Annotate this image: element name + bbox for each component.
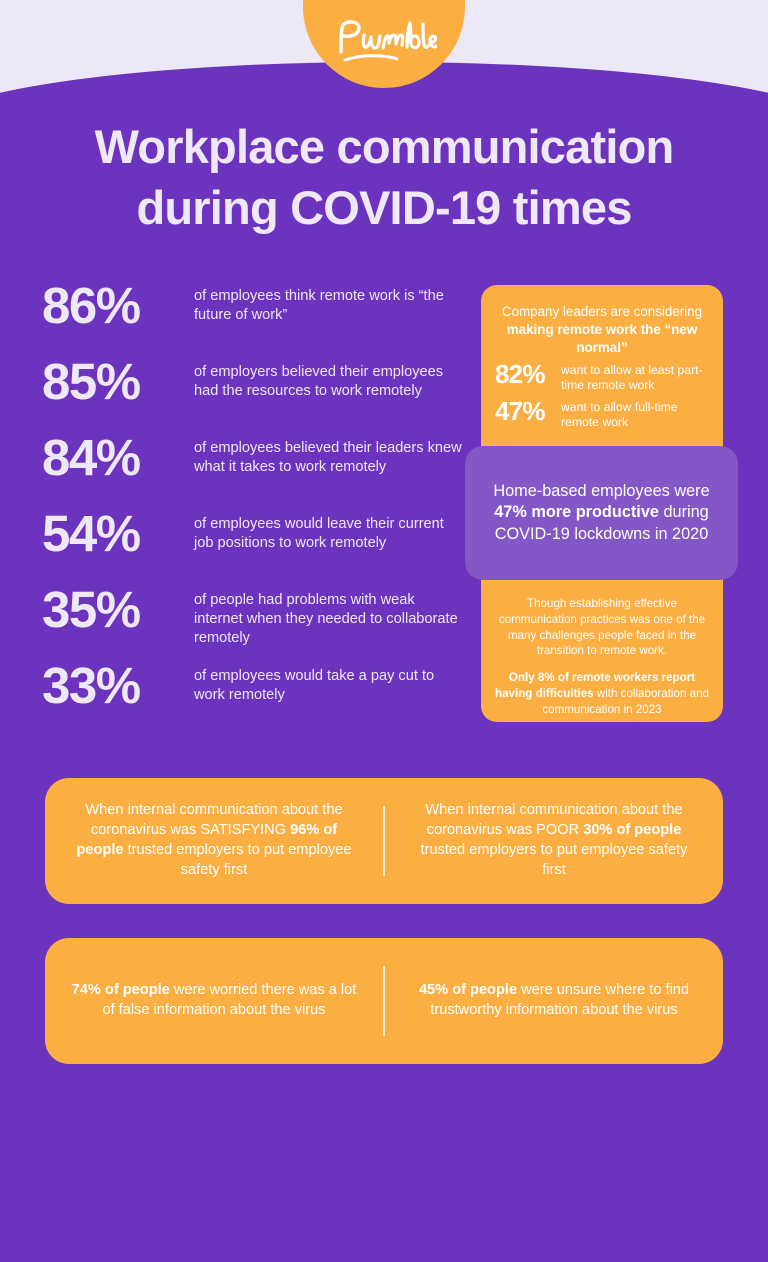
leader-stat-description: want to allow full-time remote work [561, 399, 678, 430]
info-right-bold: 45% of people [418, 982, 518, 999]
productivity-plain-1: Home-based employees were [493, 482, 710, 501]
stat-description: of employees would take a pay cut to wor… [194, 668, 435, 703]
stat-item: 54% of employees would leave their curre… [42, 505, 462, 585]
stat-item: 86% of employees think remote work is “t… [42, 277, 462, 357]
info-left-plain: were worried there was a lot of false in… [102, 982, 357, 1018]
false-information-column: 74% of people were worried there was a l… [45, 981, 383, 1021]
stat-description: of employees think remote work is “the f… [194, 288, 444, 323]
stat-percentage: 84% [42, 429, 141, 486]
trust-left-bold: 96% of people [76, 822, 338, 858]
leader-stats-list: 82% want to allow at least part-time rem… [481, 361, 723, 435]
leader-stat-item: 82% want to allow at least part-time rem… [495, 361, 709, 394]
stat-item: 35% of people had problems with weak int… [42, 581, 462, 661]
remote-work-challenges-note: Though establishing effective communicat… [481, 596, 723, 717]
productivity-plain-2: during COVID-19 lockdowns in 2020 [494, 503, 709, 543]
banner-divider [383, 806, 385, 876]
info-left-bold: 74% of people [71, 982, 170, 999]
productivity-text: Home-based employees were 47% more produ… [483, 481, 720, 545]
stat-percentage: 33% [42, 657, 141, 714]
trust-comparison-banner: When internal communication about the co… [45, 778, 723, 904]
trust-left-plain-1: When internal communication about the co… [85, 802, 343, 839]
stat-percentage: 54% [42, 505, 141, 562]
trust-left-plain-2: trusted employers to put employee safety… [123, 842, 352, 878]
stat-description: of employers believed their employees ha… [194, 364, 444, 399]
info-right-plain: were unsure where to find trustworthy in… [430, 982, 690, 1018]
stat-percentage: 86% [42, 277, 141, 334]
stat-item: 85% of employers believed their employee… [42, 353, 462, 433]
statistics-list: 86% of employees think remote work is “t… [42, 277, 462, 737]
note-paragraph-2: Only 8% of remote workers report having … [495, 670, 709, 717]
page-title: Workplace communication during COVID-19 … [0, 116, 768, 238]
leader-stat-percentage: 82% [495, 359, 545, 389]
pumble-logo-icon [339, 20, 437, 62]
note-bold-text: Only 8% of remote workers report having … [495, 671, 696, 700]
note-paragraph-1: Though establishing effective communicat… [498, 597, 706, 658]
stat-item: 84% of employees believed their leaders … [42, 429, 462, 509]
stat-item: 33% of employees would take a pay cut to… [42, 657, 462, 737]
stat-description: of people had problems with weak interne… [194, 592, 458, 646]
title-line-2: during COVID-19 times [136, 181, 632, 235]
heading-plain-text: Company leaders are considering [501, 304, 703, 319]
note-plain-text: with collaboration and communication in … [542, 686, 709, 716]
productivity-highlight-card: Home-based employees were 47% more produ… [465, 446, 738, 580]
leader-stat-percentage: 47% [495, 395, 545, 426]
productivity-bold: 47% more productive [494, 503, 659, 522]
trustworthy-information-column: 45% of people were unsure where to find … [385, 981, 723, 1021]
banner-divider [383, 966, 385, 1036]
trust-poor-column: When internal communication about the co… [385, 801, 723, 880]
heading-bold-text: making remote work the “new normal” [506, 321, 698, 355]
leader-stat-description: want to allow at least part-time remote … [561, 363, 703, 393]
stat-description: of employees believed their leaders knew… [194, 440, 462, 475]
stat-description: of employees would leave their current j… [194, 516, 444, 551]
title-line-1: Workplace communication [94, 120, 675, 173]
trust-right-plain-2: trusted employers to put employee safety… [420, 842, 688, 878]
misinformation-banner: 74% of people were worried there was a l… [45, 938, 723, 1064]
stat-percentage: 85% [42, 353, 141, 410]
company-leaders-heading: Company leaders are considering making r… [481, 303, 723, 356]
leader-stat-item: 47% want to allow full-time remote work [495, 398, 709, 431]
stat-percentage: 35% [42, 581, 141, 638]
trust-right-bold: 30% of people [583, 822, 682, 839]
trust-right-plain-1: When internal communication about the co… [425, 802, 683, 839]
trust-satisfying-column: When internal communication about the co… [45, 801, 383, 880]
